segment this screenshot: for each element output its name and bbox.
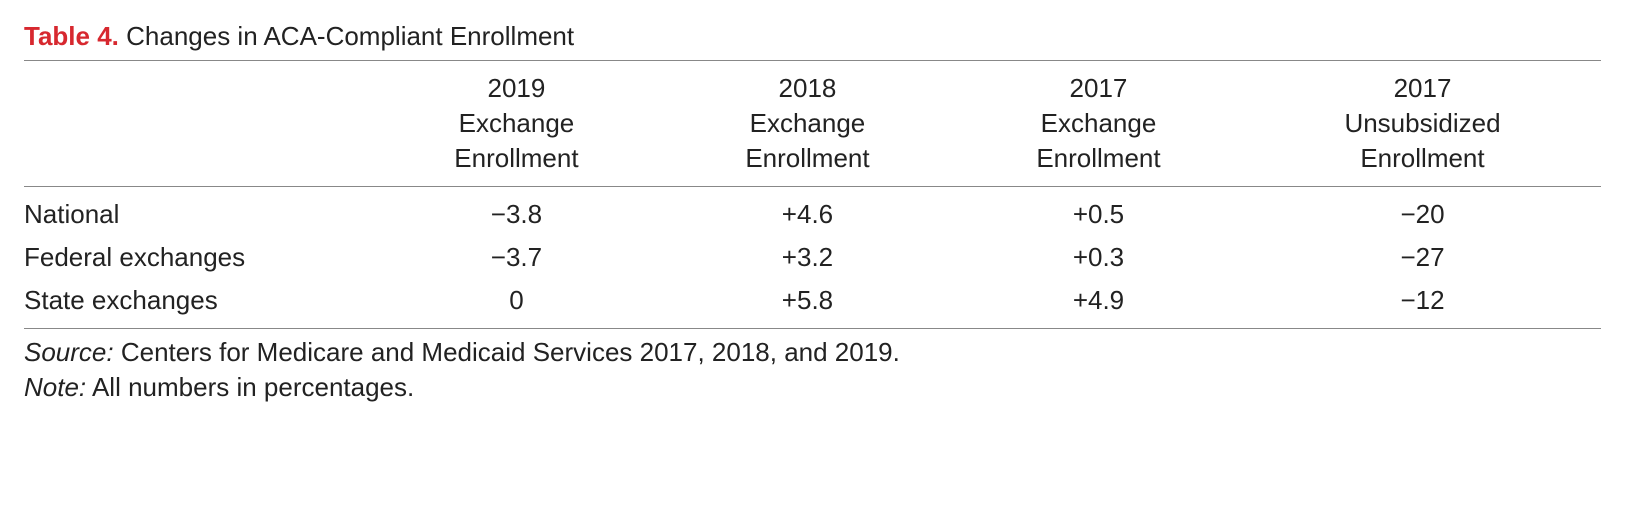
col-header-0: 2019 Exchange Enrollment <box>371 60 662 186</box>
col-header-3-line1: 2017 <box>1252 71 1593 106</box>
col-header-2-line2: Exchange <box>961 106 1236 141</box>
row-0-col-0: −3.8 <box>371 187 662 237</box>
col-header-0-line3: Enrollment <box>379 141 654 176</box>
table-4-container: Table 4. Changes in ACA-Compliant Enroll… <box>24 20 1601 406</box>
row-1-col-3: −27 <box>1244 236 1601 279</box>
table-row: State exchanges 0 +5.8 +4.9 −12 <box>24 279 1601 329</box>
row-0-col-3: −20 <box>1244 187 1601 237</box>
col-header-1-line1: 2018 <box>670 71 945 106</box>
col-header-1-line2: Exchange <box>670 106 945 141</box>
table-row: Federal exchanges −3.7 +3.2 +0.3 −27 <box>24 236 1601 279</box>
table-label: Table 4. <box>24 21 119 51</box>
note-label: Note: <box>24 372 86 402</box>
enrollment-table: 2019 Exchange Enrollment 2018 Exchange E… <box>24 60 1601 330</box>
col-header-2-line1: 2017 <box>961 71 1236 106</box>
row-2-col-1: +5.8 <box>662 279 953 329</box>
table-title: Changes in ACA-Compliant Enrollment <box>126 21 574 51</box>
row-0-col-1: +4.6 <box>662 187 953 237</box>
col-header-0-line2: Exchange <box>379 106 654 141</box>
row-2-col-2: +4.9 <box>953 279 1244 329</box>
col-header-0-line1: 2019 <box>379 71 654 106</box>
source-label: Source: <box>24 337 114 367</box>
table-footnotes: Source: Centers for Medicare and Medicai… <box>24 335 1601 405</box>
source-line: Source: Centers for Medicare and Medicai… <box>24 335 1601 370</box>
row-1-name: Federal exchanges <box>24 236 371 279</box>
row-2-col-3: −12 <box>1244 279 1601 329</box>
row-1-col-1: +3.2 <box>662 236 953 279</box>
col-header-3: 2017 Unsubsidized Enrollment <box>1244 60 1601 186</box>
col-header-3-line3: Enrollment <box>1252 141 1593 176</box>
row-0-name: National <box>24 187 371 237</box>
row-1-col-0: −3.7 <box>371 236 662 279</box>
col-header-2: 2017 Exchange Enrollment <box>953 60 1244 186</box>
col-header-1: 2018 Exchange Enrollment <box>662 60 953 186</box>
source-text: Centers for Medicare and Medicaid Servic… <box>121 337 900 367</box>
note-text: All numbers in percentages. <box>92 372 414 402</box>
col-header-1-line3: Enrollment <box>670 141 945 176</box>
row-0-col-2: +0.5 <box>953 187 1244 237</box>
table-caption: Table 4. Changes in ACA-Compliant Enroll… <box>24 20 1601 54</box>
row-2-name: State exchanges <box>24 279 371 329</box>
col-header-3-line2: Unsubsidized <box>1252 106 1593 141</box>
header-blank <box>24 60 371 186</box>
col-header-2-line3: Enrollment <box>961 141 1236 176</box>
table-row: National −3.8 +4.6 +0.5 −20 <box>24 187 1601 237</box>
note-line: Note: All numbers in percentages. <box>24 370 1601 405</box>
row-2-col-0: 0 <box>371 279 662 329</box>
row-1-col-2: +0.3 <box>953 236 1244 279</box>
